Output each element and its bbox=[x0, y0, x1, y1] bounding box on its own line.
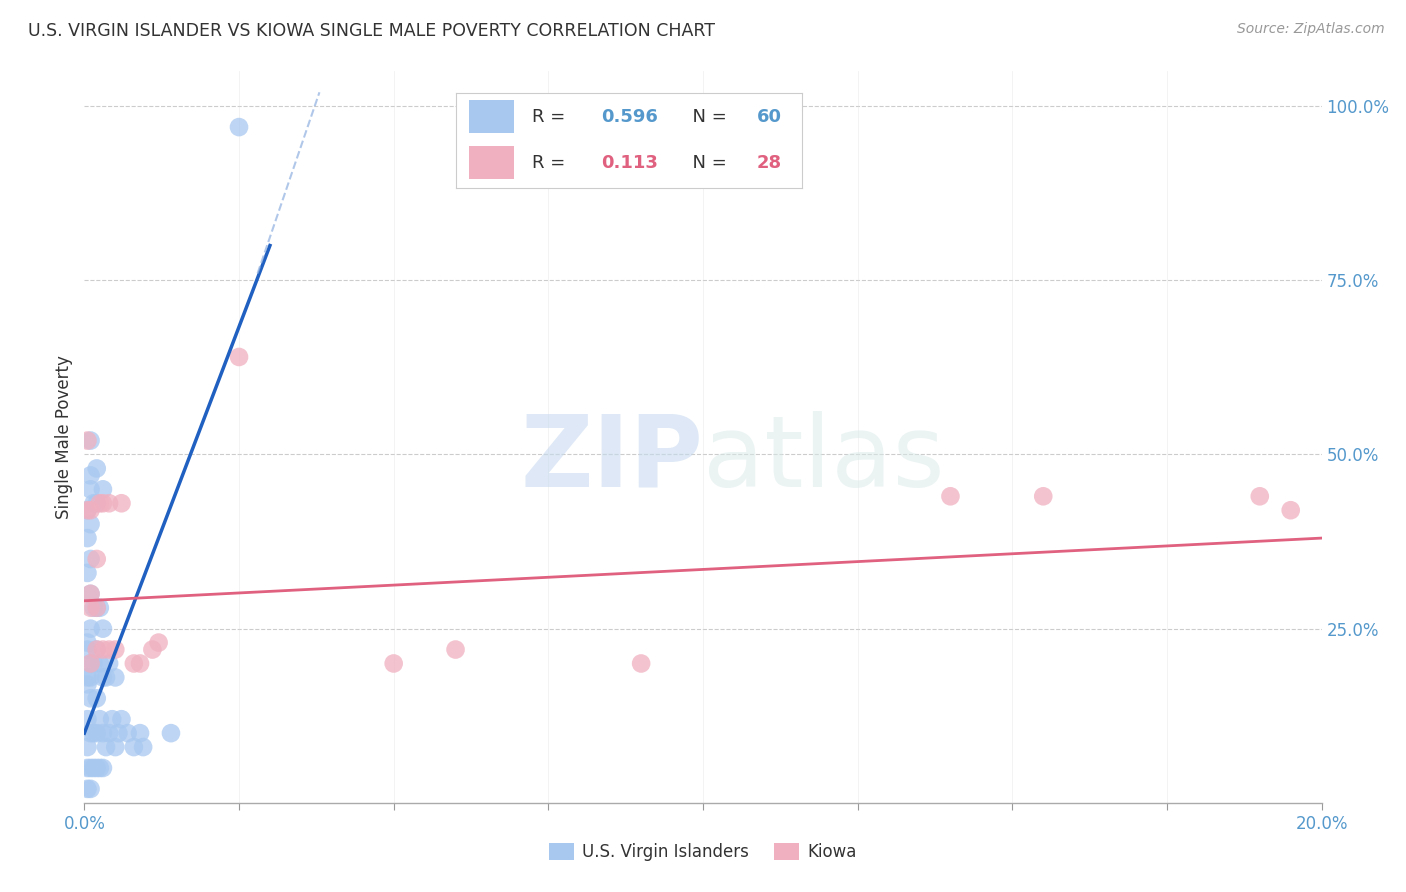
Point bbox=[79, 517, 101, 532]
Text: atlas: atlas bbox=[703, 410, 945, 508]
Point bbox=[1249, 489, 1271, 503]
Point bbox=[79, 587, 101, 601]
Point bbox=[122, 740, 145, 755]
Point bbox=[132, 740, 155, 755]
Point bbox=[91, 726, 114, 740]
Point bbox=[83, 496, 105, 510]
Point bbox=[89, 712, 111, 726]
Point bbox=[104, 740, 127, 755]
Point bbox=[83, 657, 105, 671]
Point bbox=[141, 642, 163, 657]
Point bbox=[79, 670, 101, 684]
Point bbox=[86, 496, 108, 510]
Point bbox=[86, 642, 108, 657]
Point bbox=[76, 434, 98, 448]
Point bbox=[83, 761, 105, 775]
Point bbox=[91, 496, 114, 510]
Point bbox=[117, 726, 139, 740]
Text: U.S. VIRGIN ISLANDER VS KIOWA SINGLE MALE POVERTY CORRELATION CHART: U.S. VIRGIN ISLANDER VS KIOWA SINGLE MAL… bbox=[28, 22, 716, 40]
Point bbox=[79, 552, 101, 566]
Point bbox=[1279, 503, 1302, 517]
Point bbox=[76, 677, 98, 691]
Point bbox=[228, 350, 250, 364]
Point bbox=[98, 642, 121, 657]
Point bbox=[76, 642, 98, 657]
Legend: U.S. Virgin Islanders, Kiowa: U.S. Virgin Islanders, Kiowa bbox=[543, 836, 863, 868]
Point bbox=[76, 740, 98, 755]
Point bbox=[86, 761, 108, 775]
Point bbox=[86, 642, 108, 657]
Point bbox=[83, 600, 105, 615]
Point bbox=[91, 483, 114, 497]
Point bbox=[228, 120, 250, 134]
Point bbox=[79, 503, 101, 517]
Point bbox=[76, 503, 98, 517]
Point bbox=[91, 761, 114, 775]
Point bbox=[110, 712, 132, 726]
Point bbox=[76, 503, 98, 517]
Point bbox=[98, 657, 121, 671]
Point bbox=[89, 600, 111, 615]
Point bbox=[79, 468, 101, 483]
Point bbox=[101, 712, 124, 726]
Point bbox=[79, 600, 101, 615]
Point bbox=[89, 761, 111, 775]
Point bbox=[160, 726, 183, 740]
Point bbox=[91, 670, 114, 684]
Point bbox=[76, 635, 98, 649]
Point bbox=[94, 670, 117, 684]
Point bbox=[79, 483, 101, 497]
Point bbox=[104, 670, 127, 684]
Text: Source: ZipAtlas.com: Source: ZipAtlas.com bbox=[1237, 22, 1385, 37]
Point bbox=[148, 635, 170, 649]
Point bbox=[86, 461, 108, 475]
Point bbox=[79, 587, 101, 601]
Point bbox=[79, 657, 101, 671]
Y-axis label: Single Male Poverty: Single Male Poverty bbox=[55, 355, 73, 519]
Point bbox=[79, 761, 101, 775]
Point bbox=[89, 657, 111, 671]
Point bbox=[79, 726, 101, 740]
Point bbox=[104, 642, 127, 657]
Point bbox=[76, 761, 98, 775]
Point bbox=[107, 726, 129, 740]
Point bbox=[76, 531, 98, 545]
Point bbox=[79, 657, 101, 671]
Point bbox=[86, 726, 108, 740]
Point bbox=[91, 642, 114, 657]
Point bbox=[98, 726, 121, 740]
Point bbox=[122, 657, 145, 671]
Point bbox=[89, 496, 111, 510]
Point bbox=[94, 740, 117, 755]
Point bbox=[129, 726, 152, 740]
Point bbox=[86, 600, 108, 615]
Point bbox=[129, 657, 152, 671]
Point bbox=[76, 712, 98, 726]
Point bbox=[1032, 489, 1054, 503]
Point bbox=[110, 496, 132, 510]
Point bbox=[86, 552, 108, 566]
Point bbox=[939, 489, 962, 503]
Text: ZIP: ZIP bbox=[520, 410, 703, 508]
Point bbox=[630, 657, 652, 671]
Point bbox=[76, 670, 98, 684]
Point bbox=[86, 600, 108, 615]
Point bbox=[76, 566, 98, 580]
Point bbox=[76, 781, 98, 796]
Point bbox=[79, 622, 101, 636]
Point bbox=[79, 434, 101, 448]
Point bbox=[98, 496, 121, 510]
Point bbox=[86, 691, 108, 706]
Point bbox=[91, 622, 114, 636]
Point bbox=[79, 781, 101, 796]
Point bbox=[83, 726, 105, 740]
Point bbox=[79, 691, 101, 706]
Point bbox=[382, 657, 405, 671]
Point bbox=[444, 642, 467, 657]
